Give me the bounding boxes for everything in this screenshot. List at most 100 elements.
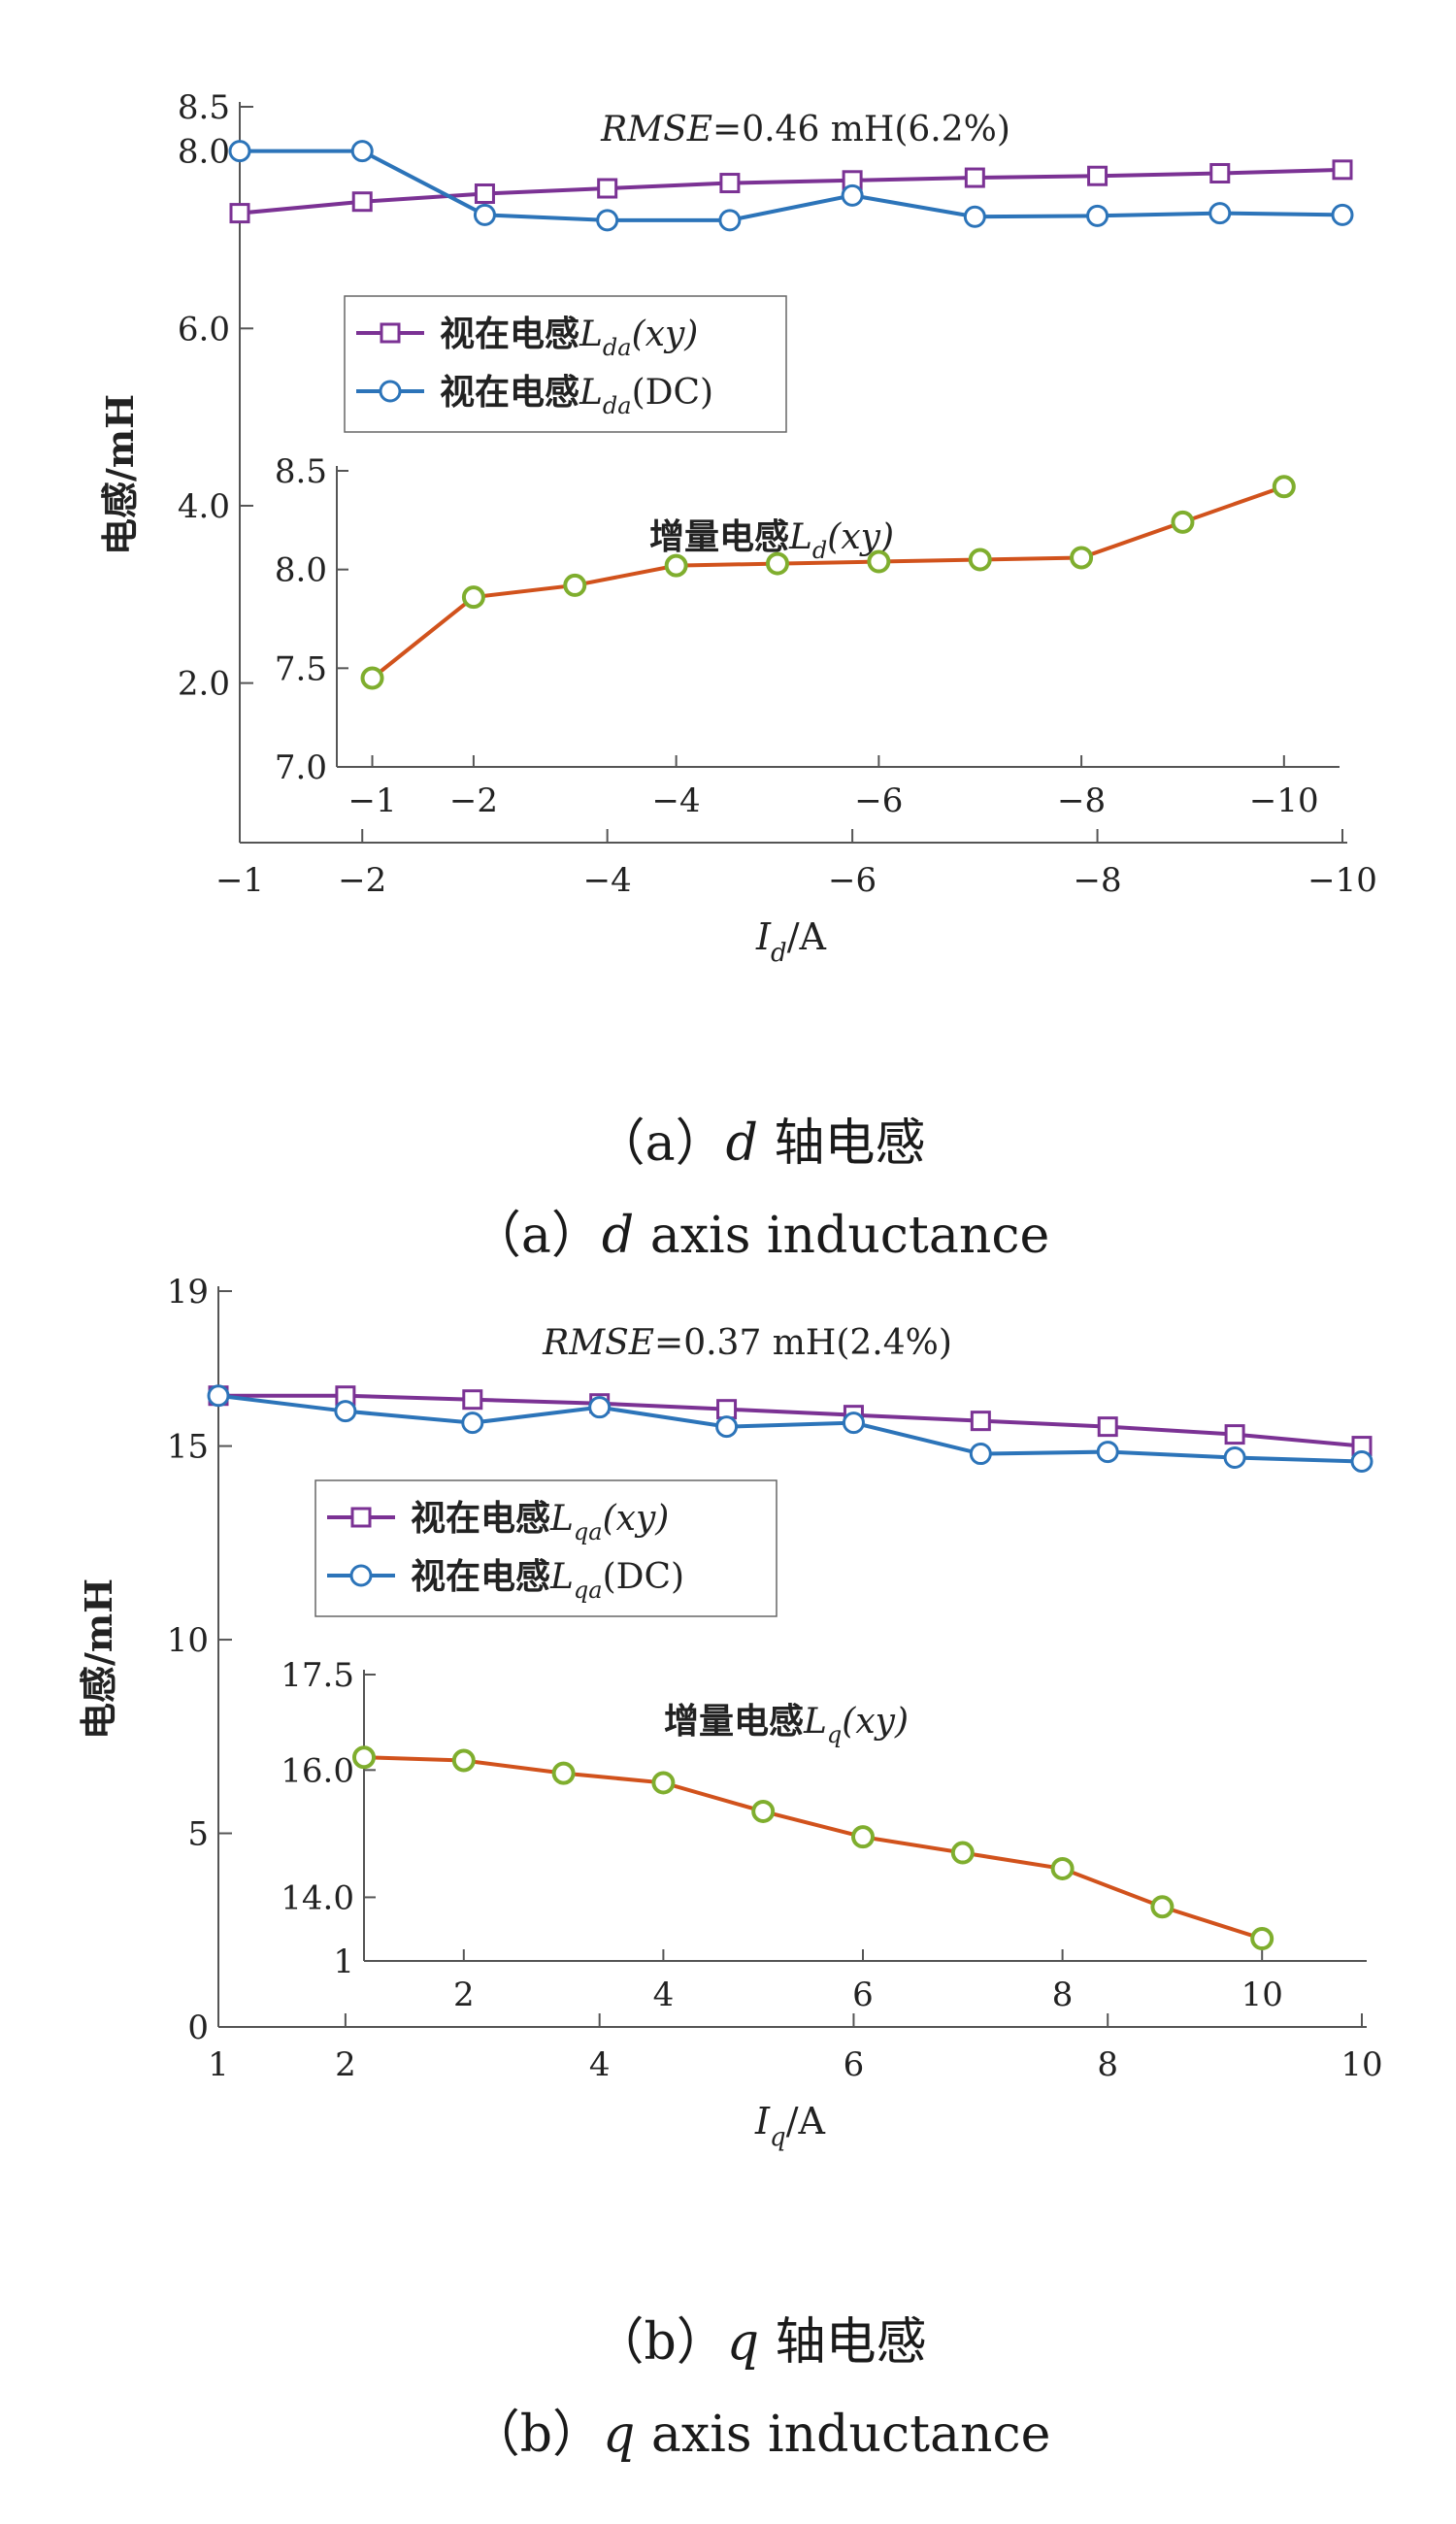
inset-point — [563, 573, 587, 597]
y-tick-label: 5 — [187, 1815, 209, 1854]
x-tick-label: −2 — [338, 861, 386, 900]
series-line-2 — [217, 1393, 1363, 1464]
caption-b-en-var: q — [603, 2406, 636, 2464]
series-2-point — [350, 140, 374, 163]
series-1-point — [970, 1411, 991, 1432]
inset-point — [1250, 1927, 1274, 1951]
caption-a-zh: （a）d 轴电感 — [0, 1044, 1456, 1233]
series-2-point — [334, 1400, 357, 1423]
legend-suffix: (xy) — [632, 315, 699, 354]
inset-title-suffix: (xy) — [827, 517, 894, 557]
legend-label: 视在电感Lqa(DC) — [411, 1556, 684, 1604]
inset-x-tick-label: 2 — [453, 1976, 475, 2014]
legend-label: 视在电感Lda(xy) — [440, 314, 698, 361]
inset-y-tick-label: 17.5 — [281, 1656, 354, 1695]
series-2-point — [473, 203, 496, 226]
x-tick-label: 2 — [335, 2045, 356, 2084]
legend-name: 视在电感 — [411, 1498, 550, 1539]
y-tick-label: 8.0 — [178, 133, 230, 172]
inset-point — [461, 585, 485, 610]
rmse-label: RMSE — [600, 110, 712, 149]
y-tick-label: 8.5 — [178, 88, 230, 127]
inset-title-suffix: (xy) — [842, 1702, 909, 1742]
inset-x-tick-label: 4 — [653, 1976, 675, 2014]
inset-series-line — [371, 484, 1285, 681]
inset-x-tick-label: −1 — [347, 781, 396, 820]
legend-suffix: (DC) — [632, 373, 714, 413]
caption-b-zh: （b）q 轴电感 — [0, 2242, 1456, 2432]
series-1-point — [462, 1389, 483, 1411]
rmse-value: =0.37 mH(2.4%) — [654, 1323, 952, 1363]
series-2-point — [841, 183, 864, 207]
inset-x-tick-label: 10 — [1241, 1976, 1283, 2014]
series-2-point — [228, 140, 251, 163]
x-axis-label-symbol: I — [754, 2100, 771, 2142]
legend-marker — [349, 1564, 373, 1587]
series-1-point — [964, 167, 985, 188]
inset-point — [950, 1841, 975, 1865]
series-1-point — [719, 173, 741, 194]
series-2-point — [461, 1411, 484, 1435]
x-axis-label-sub: q — [770, 2123, 786, 2152]
series-2-point — [1223, 1446, 1246, 1470]
series-line-2 — [240, 149, 1343, 222]
legend-name: 视在电感 — [440, 372, 579, 413]
inset-title-text: 增量电感 — [664, 1701, 804, 1742]
rmse-annotation: RMSE=0.37 mH(2.4%) — [542, 1323, 952, 1363]
inset-point — [651, 1771, 676, 1795]
y-tick-label: 2.0 — [178, 665, 230, 704]
x-tick-label: 6 — [844, 2045, 865, 2084]
series-1-point — [716, 1399, 738, 1420]
series-2-point — [842, 1411, 865, 1435]
x-axis-label-symbol: I — [755, 915, 772, 958]
legend-symbol: L — [549, 1557, 574, 1597]
inset-y-tick-label: 8.5 — [275, 452, 327, 491]
legend-sub: qa — [574, 1577, 603, 1604]
inset-series-line — [363, 1755, 1263, 1941]
y-tick-label: 6.0 — [178, 310, 230, 349]
legend-symbol: L — [579, 373, 603, 413]
chart-b: 0 5 10 15 19 1 2 4 6 8 10 Iq/A 电感/mH RMSE=0.37 mH(2.4… — [77, 1273, 1383, 2152]
x-tick-label: −10 — [1307, 861, 1377, 900]
inset-y-tick-label: 7.5 — [275, 649, 327, 688]
inset-title-sub: d — [812, 537, 827, 564]
caption-b-en-suffix: axis inductance — [635, 2406, 1051, 2464]
caption-a-en-suffix: axis inductance — [634, 1207, 1050, 1265]
series-2-point — [1208, 202, 1232, 225]
rmse-annotation: RMSE=0.46 mH(6.2%) — [600, 110, 1010, 149]
inset-title-text: 增量电感 — [649, 516, 789, 557]
inset-x-tick-label: 8 — [1052, 1976, 1074, 2014]
inset-point — [1272, 475, 1296, 499]
series-2-point — [1096, 1441, 1119, 1464]
caption-b-zh-var: q — [726, 2313, 760, 2372]
legend-sub: da — [603, 334, 632, 361]
inset-point — [851, 1825, 875, 1849]
series-2-point — [963, 205, 986, 228]
x-tick-label: 10 — [1340, 2045, 1382, 2084]
inset-point — [1050, 1856, 1075, 1880]
series-1-point — [1087, 165, 1109, 186]
inset-x-tick-label: 6 — [852, 1976, 874, 2014]
caption-b-zh-prefix: （b） — [593, 2313, 727, 2372]
inset-point — [867, 549, 891, 574]
inset-y-tick-label: 16.0 — [281, 1751, 354, 1790]
x-tick-label: 4 — [589, 2045, 611, 2084]
y-tick-label: 4.0 — [178, 487, 230, 526]
series-1-point — [597, 178, 618, 199]
inset-x-tick-label: −4 — [652, 781, 701, 820]
legend-name: 视在电感 — [411, 1556, 550, 1597]
series-1-point — [229, 203, 250, 224]
inset-point — [360, 666, 384, 690]
caption-b-en: （b）q axis inductance — [0, 2335, 1456, 2524]
caption-a-en-prefix: （a） — [470, 1207, 602, 1265]
series-2-point — [207, 1384, 230, 1408]
inset-title-sub: q — [827, 1721, 842, 1748]
series-2-point — [1331, 203, 1354, 226]
x-tick-label: −6 — [828, 861, 877, 900]
legend-sub: da — [603, 392, 632, 419]
x-axis-label-unit: /A — [787, 915, 827, 958]
series-2-point — [1350, 1450, 1373, 1474]
legend-box — [314, 1479, 778, 1617]
inset-y-tick-label: 14.0 — [281, 1878, 354, 1917]
series-2-point — [1086, 204, 1109, 227]
